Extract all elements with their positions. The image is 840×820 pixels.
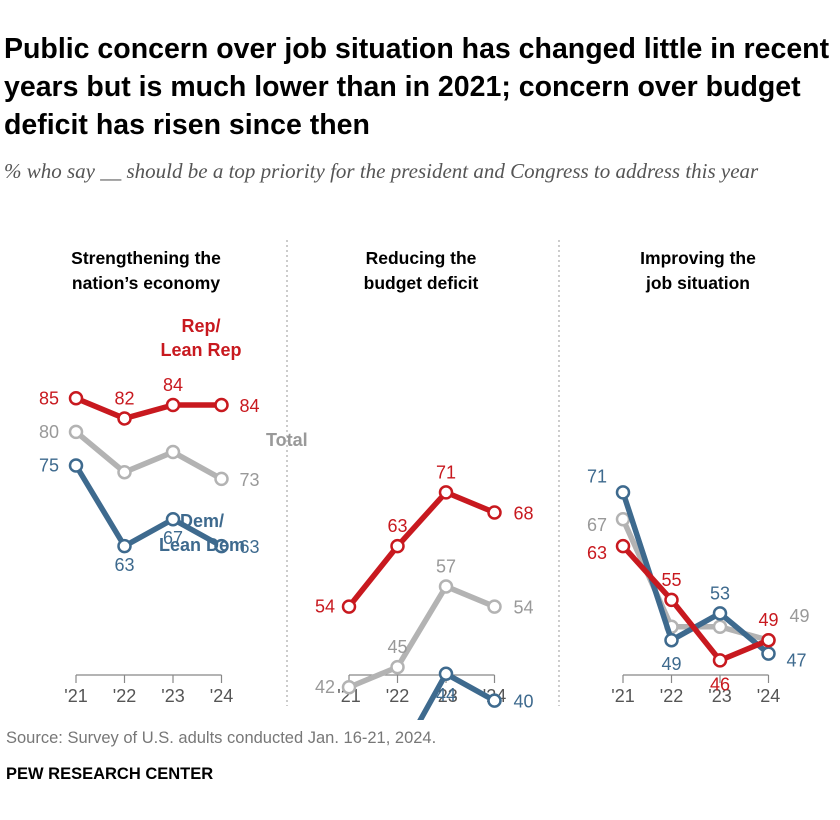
legend-rep-line-1: Rep/: [181, 316, 220, 336]
panel-2-total-label-1: 42: [315, 677, 335, 697]
panel-2-rep-label-4: 68: [513, 504, 533, 524]
panel-3-x-tick-label-3: '23: [708, 686, 731, 706]
panel-2-title-line-2: budget deficit: [364, 273, 479, 293]
panel-1-total-point-3: [165, 444, 181, 460]
panel-3-dem-label-4: 47: [786, 651, 806, 671]
panel-1-x-tick-label-4: '24: [210, 686, 233, 706]
panel-3-dem-label-3: 53: [710, 583, 730, 603]
panel-2-total-point-4: [487, 599, 502, 614]
panel-1-rep-label-2: 82: [114, 388, 134, 408]
panel-3-x-tick-label-2: '22: [660, 686, 683, 706]
panel-3-total-point-1: [615, 511, 631, 527]
panel-3-dem-label-2: 49: [661, 654, 681, 674]
legend-dem-line-1: Dem/: [180, 511, 224, 531]
panel-1-x-tick-label-3: '23: [161, 686, 184, 706]
panel-1-dem-label-2: 63: [114, 555, 134, 575]
panel-3-total-label-1: 67: [587, 515, 607, 535]
panel-1-dem-label-3: 67: [163, 528, 183, 548]
panel-1-dem-line: [73, 462, 225, 549]
panel-3-rep-point-1: [615, 538, 631, 554]
panel-1-dem-point-4: [214, 538, 229, 554]
panel-1-title-line-2: nation’s economy: [72, 273, 220, 293]
panel-1-total-label-4: 73: [239, 470, 259, 490]
chart-title: Public concern over job situation has ch…: [4, 33, 830, 141]
panel-2-total-point-3: [438, 579, 454, 594]
panel-3-rep-point-2: [664, 592, 679, 608]
panel-3-title-line-2: job situation: [645, 273, 750, 293]
panel-3-rep-label-1: 63: [587, 543, 607, 563]
panel-2-dem-point-3: [438, 666, 454, 682]
panel-1-total-point-1: [68, 424, 84, 440]
panel-1-rep-label-4: 84: [239, 396, 259, 416]
panel-3-total-label-4: 49: [789, 606, 809, 626]
panel-2-title-line-1: Reducing the: [366, 248, 477, 268]
panel-1-total-line: [73, 429, 225, 482]
panel-3-dem-point-4: [761, 646, 776, 661]
panel-1-rep-line: [73, 395, 225, 422]
panel-2-rep-point-1: [341, 599, 357, 614]
panel-3-dem-point-3: [712, 606, 728, 621]
panel-3-total-line: [620, 516, 772, 643]
panel-3-rep-point-3: [712, 653, 728, 668]
panel-3-rep-label-2: 55: [661, 570, 681, 590]
panel-1-rep-point-1: [68, 391, 84, 406]
panel-3-rep-label-4: 49: [758, 610, 778, 630]
legend-dem-line-2: Lean Dem: [159, 535, 245, 555]
panel-3-x-tick-label-1: '21: [611, 686, 634, 706]
panel-1-dem-point-3: [165, 511, 181, 527]
panel-2-rep-label-3: 71: [436, 462, 456, 482]
panel-1-rep-point-3: [165, 397, 181, 413]
panel-3-title-line-1: Improving the: [640, 248, 756, 268]
panel-1-total-point-2: [117, 464, 132, 480]
panel-2-total-label-4: 54: [513, 598, 533, 618]
panel-2-total-point-2: [390, 659, 405, 675]
panel-2-dem-line: [417, 671, 498, 720]
panel-1-rep-label-3: 84: [163, 375, 183, 395]
panel-1-rep-label-1: 85: [39, 388, 59, 408]
panel-2-rep-line: [346, 489, 498, 610]
panel-1-total-label-1: 80: [39, 422, 59, 442]
panel-1-dem-point-1: [68, 458, 84, 473]
panel-3-x-tick-label-4: '24: [757, 686, 780, 706]
panel-1-rep-point-4: [214, 397, 229, 413]
panel-1-dem-point-2: [117, 538, 132, 554]
panel-2-total-label-2: 45: [387, 637, 407, 657]
panel-2-rep-point-4: [487, 505, 502, 520]
panel-3-dem-label-1: 71: [587, 466, 607, 486]
panel-2-dem-point-4: [487, 693, 502, 708]
panel-2-total-line: [346, 583, 498, 690]
panel-2-dem-label-3: 44: [436, 685, 456, 705]
panel-2-total-label-3: 57: [436, 556, 456, 576]
panel-3-dem-point-1: [615, 485, 631, 500]
legend-rep-line-2: Lean Rep: [160, 340, 241, 360]
panel-2-rep-label-1: 54: [315, 597, 335, 617]
panel-1-total-point-4: [214, 471, 229, 487]
panel-2-x-tick-label-2: '22: [386, 686, 409, 706]
source-note: Source: Survey of U.S. adults conducted …: [6, 729, 437, 747]
panel-3-total-point-3: [712, 619, 728, 635]
panel-3-dem-point-2: [664, 632, 679, 648]
panel-1-dem-label-1: 75: [39, 455, 59, 475]
panel-1-rep-point-2: [117, 411, 132, 426]
chart-subtitle: % who say __ should be a top priority fo…: [4, 159, 759, 183]
brand-label: PEW RESEARCH CENTER: [6, 765, 214, 783]
panel-1-x-tick-label-1: '21: [64, 686, 87, 706]
panel-1-dem-label-4: 63: [239, 537, 259, 557]
panel-2-rep-point-3: [438, 485, 454, 500]
panel-3-rep-line: [620, 543, 772, 664]
panel-1-title-line-1: Strengthening the: [71, 248, 221, 268]
panel-2-total-point-1: [341, 679, 357, 695]
panel-1-x-tick-label-2: '22: [113, 686, 136, 706]
panel-2-rep-point-2: [390, 538, 405, 554]
panel-3-rep-label-3: 46: [710, 674, 730, 694]
panel-2-dem-label-4: 40: [513, 692, 533, 712]
panel-2-x-tick-label-3: '23: [434, 686, 457, 706]
panel-3-rep-point-4: [761, 632, 776, 648]
charts-svg: Strengthening the nation’s economy '21 '22 '…: [39, 240, 810, 720]
legend-total: Total: [266, 430, 308, 450]
panel-2-rep-label-2: 63: [387, 516, 407, 536]
